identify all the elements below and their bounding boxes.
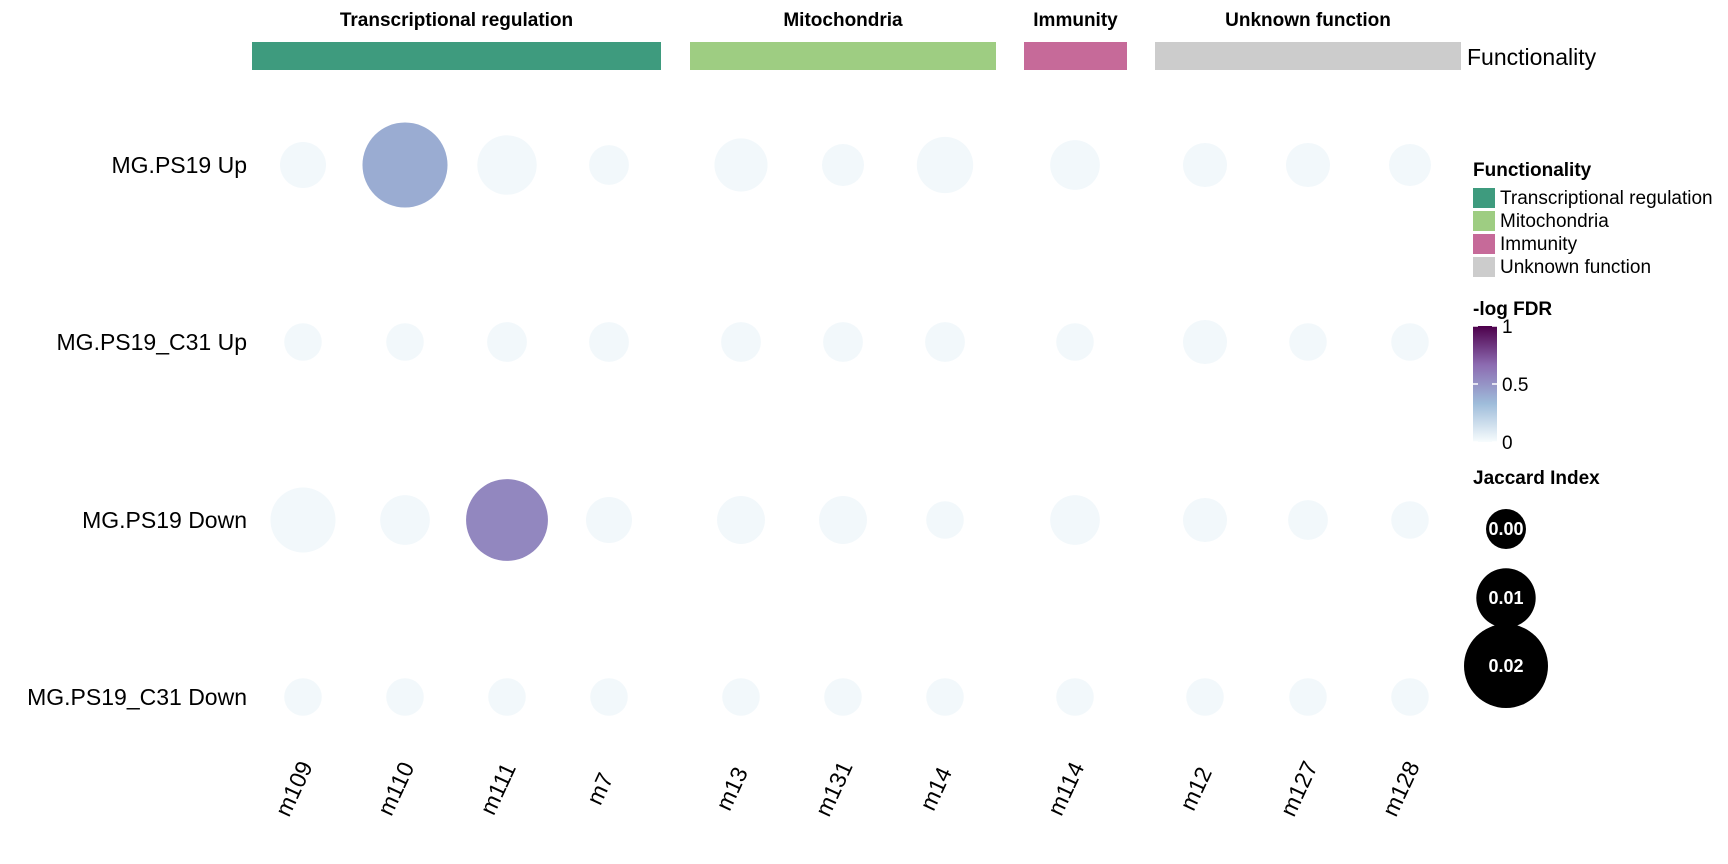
row-label: MG.PS19_C31 Down (27, 684, 247, 710)
column-labels: m109 m110 m111 m7 m13 m131 m14 m114 m12 m127 m128 (270, 757, 1425, 820)
column-label: m12 (1175, 763, 1217, 815)
legend-label: Immunity (1500, 234, 1578, 255)
column-label: m109 (270, 757, 318, 820)
row-label: MG.PS19_C31 Up (57, 329, 247, 355)
dot (926, 501, 964, 539)
size-legend-circle (1464, 624, 1548, 708)
column-label: m111 (475, 759, 521, 819)
colorbar-tick-label: 0 (1502, 433, 1513, 454)
dot (1288, 500, 1328, 540)
column-label: m13 (711, 763, 753, 815)
size-legend-circle (1476, 568, 1536, 628)
size-legend-label: 0.01 (1488, 588, 1523, 608)
dot (1389, 144, 1431, 186)
dot (926, 678, 964, 716)
colorbar-tick-label: 1 (1502, 317, 1513, 338)
fdr-legend-title: -log FDR (1473, 299, 1552, 320)
group-bar-transcriptional-regulation (252, 42, 661, 70)
dot (1182, 497, 1228, 543)
row-label: MG.PS19 Up (112, 152, 248, 178)
dot (284, 678, 322, 716)
dot (1186, 678, 1224, 716)
dot (1285, 142, 1331, 188)
row-label: MG.PS19 Down (82, 507, 247, 533)
fdr-color-legend: -log FDR 1 0.5 0 (1473, 299, 1552, 454)
column-label: m128 (1377, 757, 1425, 820)
dot (717, 496, 765, 544)
dot (270, 487, 336, 553)
group-bar-immunity (1024, 42, 1127, 70)
dot (589, 145, 629, 185)
dot (488, 678, 526, 716)
group-title-unknown-function: Unknown function (1225, 10, 1391, 31)
group-title-immunity: Immunity (1033, 10, 1118, 31)
dot (1289, 678, 1327, 716)
column-label: m127 (1275, 757, 1323, 820)
dot (916, 136, 974, 194)
group-title-transcriptional-regulation: Transcriptional regulation (340, 10, 573, 31)
dot (1050, 140, 1100, 190)
legend-swatch (1473, 257, 1495, 277)
dot (1391, 678, 1429, 716)
dot (1391, 501, 1429, 539)
dot (714, 138, 768, 192)
column-label: m114 (1042, 758, 1089, 820)
group-titles: Transcriptional regulation Mitochondria Im… (340, 10, 1391, 31)
functionality-legend: Functionality Transcriptional regulation… (1473, 160, 1713, 278)
dot (284, 323, 322, 361)
annotation-name-label: Functionality (1467, 44, 1597, 70)
dot (822, 144, 864, 186)
legend-swatch (1473, 188, 1495, 208)
dot (589, 322, 629, 362)
dot (1050, 495, 1100, 545)
functionality-legend-title: Functionality (1473, 160, 1592, 181)
legend-swatch (1473, 234, 1495, 254)
column-label: m110 (372, 758, 419, 820)
dot (386, 678, 424, 716)
group-bar-unknown-function (1155, 42, 1461, 70)
jaccard-size-legend: Jaccard Index 0.00 0.01 0.02 (1464, 468, 1600, 708)
column-label: m131 (810, 757, 858, 820)
colorbar-tick-label: 0.5 (1502, 375, 1528, 396)
dot (721, 322, 761, 362)
dot (925, 322, 965, 362)
legend-label: Mitochondria (1500, 211, 1609, 232)
size-legend-label: 0.02 (1488, 656, 1523, 676)
dot (819, 496, 867, 544)
dot (487, 322, 527, 362)
legend-label: Unknown function (1500, 257, 1651, 278)
dot (585, 496, 633, 544)
row-labels: MG.PS19 Up MG.PS19_C31 Up MG.PS19 Down MG.P… (27, 152, 247, 710)
dot (824, 678, 862, 716)
size-legend-label: 0.00 (1488, 519, 1523, 539)
dot (1182, 319, 1228, 365)
dot (590, 678, 628, 716)
dot (722, 678, 760, 716)
functionality-annotation-bar (252, 42, 1461, 70)
column-label: m14 (915, 763, 958, 815)
dot (279, 141, 327, 189)
legend-label: Transcriptional regulation (1500, 188, 1713, 209)
dot (386, 323, 424, 361)
jaccard-legend-title: Jaccard Index (1473, 468, 1600, 489)
dot (362, 122, 448, 208)
dot (466, 479, 548, 561)
dot (823, 322, 863, 362)
dot (380, 495, 430, 545)
group-bar-mitochondria (690, 42, 996, 70)
column-label: m7 (581, 769, 618, 809)
dot (477, 135, 537, 195)
dot (1391, 323, 1429, 361)
dots (270, 122, 1431, 716)
legend-swatch (1473, 211, 1495, 231)
dot (1182, 142, 1228, 188)
dot (1289, 323, 1327, 361)
group-title-mitochondria: Mitochondria (783, 10, 903, 31)
size-legend-circle (1486, 509, 1526, 549)
dot (1056, 678, 1094, 716)
dot (1056, 323, 1094, 361)
